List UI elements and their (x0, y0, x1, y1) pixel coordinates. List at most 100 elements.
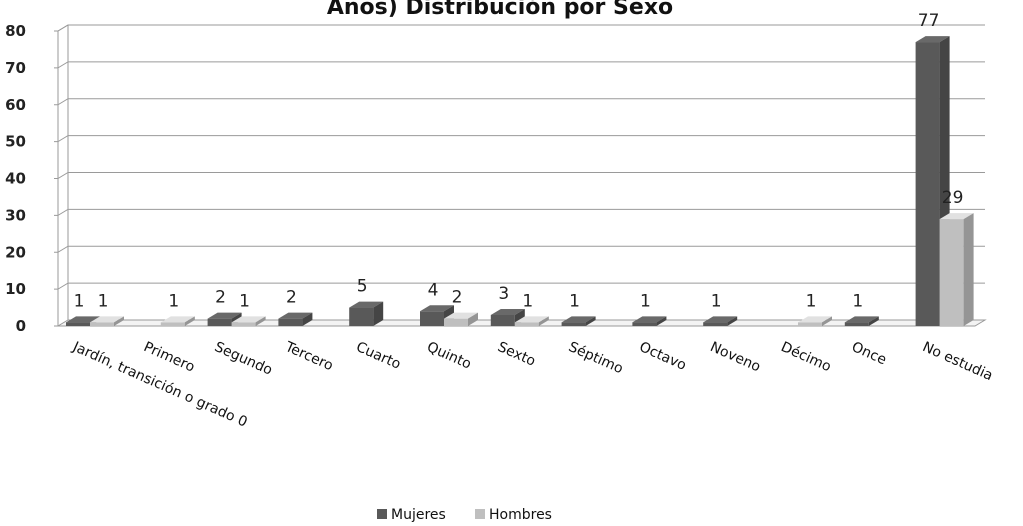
bar-front-face (231, 322, 256, 326)
gridline (57, 172, 985, 179)
bar-mujeres (844, 316, 879, 326)
x-category-label: Tercero (282, 339, 336, 375)
bar-top-face (278, 312, 313, 319)
x-category-label: Segundo (212, 339, 275, 379)
data-label: 4 (428, 280, 439, 300)
bar-hombres (939, 213, 974, 326)
bar-front-face (514, 322, 539, 326)
x-category-label: Noveno (708, 339, 763, 375)
bar-top-face (703, 316, 738, 323)
data-label: 1 (239, 291, 250, 311)
bar-front-face (160, 322, 185, 326)
bar-top-face (66, 316, 100, 323)
bar-side-face (822, 316, 832, 326)
bar-front-face (490, 314, 515, 326)
data-label: 1 (852, 291, 863, 311)
data-label: 5 (357, 277, 368, 297)
legend-label-hombres: Hombres (489, 507, 552, 523)
y-tick-label: 0 (16, 317, 26, 335)
x-category-label: Sexto (495, 339, 538, 370)
bar-top-face (160, 316, 195, 323)
bar-hombres (231, 316, 266, 326)
bar-front-face (420, 311, 444, 326)
bar-side-face (184, 316, 195, 326)
gridline (57, 61, 985, 69)
bar-top-face (514, 316, 549, 323)
bar-front-face (844, 322, 869, 326)
bar-mujeres (349, 301, 384, 326)
gridline (57, 245, 985, 253)
y-tick-label: 20 (5, 243, 26, 261)
y-tick-label: 80 (5, 22, 26, 40)
data-label: 1 (98, 291, 109, 311)
data-label: 1 (640, 291, 651, 311)
data-label: 1 (168, 291, 179, 311)
bar-front-face (66, 322, 90, 326)
bar-side-face (255, 316, 266, 326)
bar-front-face (632, 322, 657, 326)
x-category-label: Quinto (424, 339, 473, 373)
bar-side-face (585, 316, 596, 326)
bar-front-face (90, 322, 114, 326)
bar-top-face (915, 36, 950, 43)
bar-top-face (490, 308, 525, 315)
data-label: 2 (452, 288, 463, 308)
x-category-label: Once (849, 339, 889, 368)
gridline (57, 208, 985, 216)
bar-side-face (963, 213, 974, 326)
bar-front-face (349, 307, 374, 326)
bars (66, 36, 974, 326)
gridline (57, 24, 985, 32)
bar-front-face (278, 318, 303, 326)
bar-top-face (207, 312, 242, 319)
bar-top-face (231, 316, 266, 323)
bar-mujeres (632, 316, 667, 326)
bar-top-face (798, 316, 832, 323)
bar-front-face (915, 42, 940, 326)
bar-side-face (468, 312, 478, 326)
bar-top-face (90, 316, 124, 323)
data-label: 1 (806, 291, 817, 311)
bar-front-face (703, 322, 728, 326)
axes (54, 24, 987, 327)
legend-swatch-hombres (475, 509, 485, 519)
x-category-label: Séptimo (566, 339, 625, 377)
bar-front-face (798, 322, 822, 326)
bar-hombres (90, 316, 124, 326)
y-tick-label: 10 (5, 280, 26, 298)
bar-mujeres (278, 312, 313, 326)
data-label: 3 (498, 284, 509, 304)
bar-side-face (656, 316, 667, 326)
bar-front-face (444, 318, 468, 326)
bar-side-face (538, 316, 549, 326)
legend-swatch-mujeres (377, 509, 387, 519)
data-label: 1 (711, 291, 722, 311)
data-label: 1 (522, 291, 533, 311)
bar-front-face (207, 318, 232, 326)
bar-top-face (632, 316, 667, 323)
bar-hombres (444, 312, 478, 326)
bar-side-face (114, 316, 124, 326)
side-wall-top-edge (57, 24, 69, 32)
gridline (57, 282, 985, 290)
bar-side-face (302, 312, 313, 326)
x-category-label: Décimo (778, 339, 833, 375)
bar-top-face (939, 213, 974, 220)
bar-hombres (514, 316, 549, 326)
bar-front-face (939, 219, 964, 326)
y-tick-label: 70 (5, 59, 26, 77)
bar-front-face (561, 322, 586, 326)
x-category-label: Cuarto (354, 339, 403, 373)
data-label: 1 (569, 291, 580, 311)
bar-top-face (444, 312, 478, 319)
bar-top-face (844, 316, 879, 323)
data-label: 1 (74, 291, 85, 311)
data-label: 77 (918, 11, 940, 31)
legend: Mujeres Hombres (377, 507, 552, 523)
x-category-label: No estudia (920, 339, 995, 384)
bar-side-face (727, 316, 738, 326)
y-tick-label: 60 (5, 96, 26, 114)
